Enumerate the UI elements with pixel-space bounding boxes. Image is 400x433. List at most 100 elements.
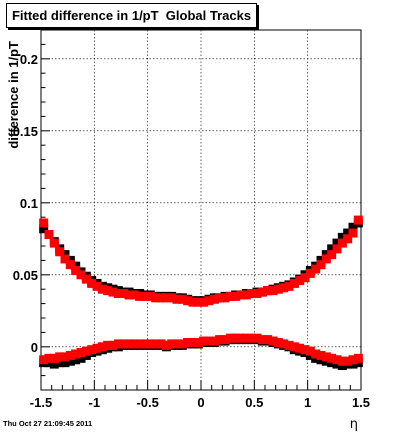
data-point bbox=[39, 224, 49, 234]
data-point bbox=[39, 218, 49, 228]
data-point bbox=[97, 342, 107, 352]
data-point bbox=[183, 296, 193, 306]
x-tick-label: -1 bbox=[89, 395, 101, 410]
data-point bbox=[284, 281, 294, 291]
data-point bbox=[220, 335, 230, 345]
data-point bbox=[343, 356, 353, 366]
data-point bbox=[273, 284, 283, 294]
data-point bbox=[188, 297, 198, 307]
x-axis-ticks bbox=[40, 380, 362, 390]
data-point bbox=[353, 215, 363, 225]
data-point bbox=[279, 283, 289, 293]
data-point bbox=[65, 356, 75, 366]
series-3 bbox=[39, 333, 363, 366]
data-point bbox=[353, 353, 363, 363]
x-tick-label: 1 bbox=[304, 395, 311, 410]
data-point bbox=[300, 273, 310, 283]
y-axis-label: difference in 1/pT bbox=[6, 41, 21, 149]
data-point bbox=[193, 337, 203, 347]
data-point bbox=[284, 340, 294, 350]
data-point bbox=[76, 348, 86, 358]
data-point bbox=[332, 244, 342, 254]
y-axis-ticks bbox=[41, 29, 50, 377]
data-point bbox=[241, 333, 251, 343]
data-point bbox=[135, 291, 145, 301]
data-point bbox=[177, 294, 187, 304]
data-point bbox=[295, 276, 305, 286]
data-point bbox=[305, 268, 315, 278]
data-point bbox=[124, 339, 134, 349]
data-point bbox=[108, 340, 118, 350]
data-point bbox=[151, 339, 161, 349]
x-tick-labels: -1.5 -1 -0.5 0 0.5 1 1.5 bbox=[30, 395, 370, 410]
data-point bbox=[129, 339, 139, 349]
data-point bbox=[49, 353, 59, 363]
data-point bbox=[295, 343, 305, 353]
data-point bbox=[151, 293, 161, 303]
chart-title: Fitted difference in 1/pT Global Tracks bbox=[6, 3, 257, 28]
data-point bbox=[108, 287, 118, 297]
data-point bbox=[55, 247, 65, 257]
x-tick-label: 0.5 bbox=[245, 395, 263, 410]
data-point bbox=[247, 289, 257, 299]
data-point bbox=[39, 355, 49, 365]
data-point bbox=[81, 274, 91, 284]
data-point bbox=[231, 291, 241, 301]
data-point bbox=[348, 222, 358, 232]
data-point bbox=[343, 234, 353, 244]
data-point bbox=[279, 339, 289, 349]
data-point bbox=[257, 335, 267, 345]
data-point bbox=[348, 355, 358, 365]
data-point bbox=[177, 339, 187, 349]
y-tick-label: 0.05 bbox=[13, 268, 38, 283]
data-point bbox=[247, 333, 257, 343]
data-point bbox=[236, 290, 246, 300]
data-point bbox=[204, 296, 214, 306]
data-point bbox=[305, 346, 315, 356]
x-tick-label: 1.5 bbox=[352, 395, 370, 410]
data-point bbox=[145, 291, 155, 301]
data-point bbox=[60, 352, 70, 362]
data-point bbox=[135, 339, 145, 349]
data-point bbox=[119, 289, 129, 299]
grid-lines bbox=[41, 30, 361, 390]
data-point bbox=[113, 339, 123, 349]
x-tick-label: -1.5 bbox=[30, 395, 52, 410]
data-point bbox=[268, 286, 278, 296]
timestamp: Thu Oct 27 21:09:45 2011 bbox=[3, 419, 93, 428]
data-point bbox=[92, 343, 102, 353]
data-point bbox=[199, 297, 209, 307]
data-point bbox=[71, 265, 81, 275]
data-point bbox=[316, 350, 326, 360]
data-point bbox=[257, 287, 267, 297]
data-point bbox=[55, 352, 65, 362]
data-point bbox=[273, 337, 283, 347]
data-point bbox=[156, 339, 166, 349]
data-point bbox=[76, 353, 86, 363]
data-point bbox=[113, 289, 123, 299]
data-point bbox=[252, 289, 262, 299]
data-point bbox=[241, 290, 251, 300]
data-point bbox=[119, 339, 129, 349]
data-point bbox=[161, 340, 171, 350]
data-point bbox=[103, 340, 113, 350]
data-point bbox=[225, 291, 235, 301]
data-point bbox=[311, 264, 321, 274]
data-point bbox=[44, 353, 54, 363]
data-point bbox=[71, 349, 81, 359]
data-point bbox=[327, 353, 337, 363]
data-point bbox=[231, 333, 241, 343]
data-point bbox=[49, 238, 59, 248]
data-point bbox=[332, 238, 342, 248]
y-tick-labels: 0 0.05 0.1 0.15 0.2 bbox=[13, 52, 38, 355]
data-point bbox=[172, 339, 182, 349]
data-point bbox=[332, 355, 342, 365]
y-tick-label: 0 bbox=[31, 340, 38, 355]
data-point bbox=[76, 270, 86, 280]
data-point bbox=[140, 339, 150, 349]
data-point bbox=[327, 244, 337, 254]
data-point bbox=[215, 293, 225, 303]
data-point bbox=[167, 339, 177, 349]
data-point bbox=[55, 358, 65, 368]
